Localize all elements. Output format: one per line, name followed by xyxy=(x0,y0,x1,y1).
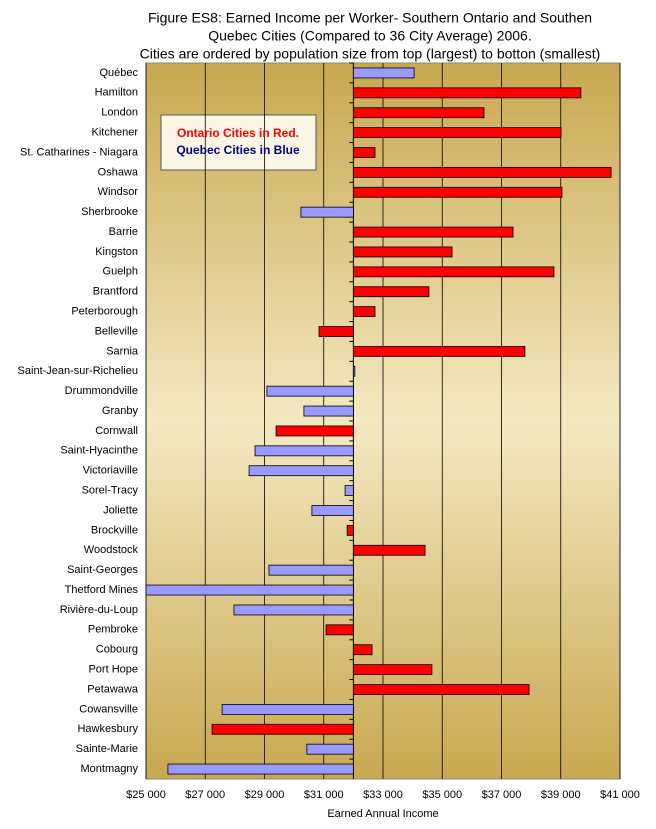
chart-subtitle: Cities are ordered by population size fr… xyxy=(140,46,601,62)
bar xyxy=(306,743,354,755)
y-tick-label: Hamilton xyxy=(95,87,138,99)
bar xyxy=(311,505,354,516)
y-tick-label: Sainte-Marie xyxy=(76,743,138,755)
bar xyxy=(248,465,354,477)
y-tick-label: Kitchener xyxy=(92,127,139,139)
bar xyxy=(268,564,354,576)
y-tick-label: Québec xyxy=(99,67,138,79)
bar xyxy=(352,684,530,695)
legend-box xyxy=(160,114,317,171)
bar xyxy=(352,107,485,119)
bar xyxy=(352,246,453,258)
y-tick-label: Windsor xyxy=(98,186,139,198)
bar xyxy=(254,445,354,457)
legend-entry: Quebec Cities in Blue xyxy=(176,143,300,157)
chart-title: Quebec Cities (Compared to 36 City Avera… xyxy=(208,28,531,44)
y-tick-label: Granby xyxy=(102,405,139,417)
bar xyxy=(352,186,563,198)
y-tick-label: Peterborough xyxy=(71,306,138,318)
bar xyxy=(275,425,354,437)
bar xyxy=(145,584,354,596)
y-tick-label: Montmagny xyxy=(81,763,139,775)
bar xyxy=(352,147,376,158)
bar xyxy=(352,365,356,377)
bar xyxy=(344,485,354,497)
y-tick-label: Woodstock xyxy=(84,544,139,556)
y-tick-label: Cobourg xyxy=(96,644,138,656)
y-tick-label: Drummondville xyxy=(65,385,138,397)
x-tick-label: $37 000 xyxy=(482,789,522,801)
bar xyxy=(352,644,373,656)
y-tick-label: Sarnia xyxy=(106,345,139,357)
x-tick-label: $25 000 xyxy=(126,789,166,801)
bar xyxy=(233,604,354,616)
bar xyxy=(352,345,526,357)
y-tick-label: Hawkesbury xyxy=(77,723,138,735)
x-tick-label: $41 000 xyxy=(600,789,640,801)
y-tick-label: Sherbrooke xyxy=(81,206,138,218)
y-tick-label: Cornwall xyxy=(95,425,138,437)
y-tick-label: Saint-Georges xyxy=(67,564,138,576)
bar xyxy=(167,763,354,775)
x-tick-label: $39 000 xyxy=(541,789,581,801)
bar xyxy=(352,127,562,139)
bar xyxy=(352,226,514,238)
x-axis-label: Earned Annual Income xyxy=(327,808,438,820)
bar xyxy=(266,385,354,397)
y-tick-label: Petawawa xyxy=(87,683,139,695)
bar xyxy=(325,624,354,636)
y-tick-label: Brantford xyxy=(93,286,138,298)
bar xyxy=(352,67,415,79)
y-tick-label: Barrie xyxy=(109,226,138,238)
bar xyxy=(303,405,354,417)
x-tick-label: $29 000 xyxy=(245,789,285,801)
chart-title: Figure ES8: Earned Income per Worker- So… xyxy=(148,10,592,26)
x-tick-label: $31 000 xyxy=(304,789,344,801)
bar xyxy=(346,524,354,536)
y-tick-label: Saint-Hyacinthe xyxy=(60,445,138,457)
legend-entry: Ontario Cities in Red. xyxy=(177,126,299,140)
y-tick-label: Guelph xyxy=(103,266,138,278)
y-tick-label: Brockville xyxy=(91,524,138,536)
bar xyxy=(352,166,612,178)
y-tick-label: St. Catharines - Niagara xyxy=(20,146,139,158)
bar xyxy=(318,326,354,337)
x-tick-label: $33 000 xyxy=(363,789,403,801)
y-tick-label: Pembroke xyxy=(88,624,138,636)
bar xyxy=(300,206,354,218)
bar xyxy=(221,703,354,715)
y-tick-label: Sorel-Tracy xyxy=(82,485,139,497)
bar xyxy=(352,664,433,676)
y-tick-label: Rivière-du-Loup xyxy=(60,604,138,616)
bar xyxy=(352,87,582,99)
y-tick-label: Oshawa xyxy=(98,166,139,178)
y-tick-label: Port Hope xyxy=(88,664,138,676)
y-tick-label: Joliette xyxy=(103,504,138,516)
y-tick-label: Victoriaville xyxy=(83,465,138,477)
bar xyxy=(211,723,354,735)
x-tick-label: $35 000 xyxy=(422,789,462,801)
y-tick-label: Cowansville xyxy=(79,703,138,715)
bar xyxy=(352,266,555,278)
y-tick-label: Thetford Mines xyxy=(65,584,139,596)
y-tick-label: Saint-Jean-sur-Richelieu xyxy=(18,365,138,377)
y-tick-label: Belleville xyxy=(95,325,138,337)
y-tick-label: Kingston xyxy=(95,246,138,258)
y-tick-label: London xyxy=(101,107,138,119)
bar xyxy=(352,306,376,318)
bar xyxy=(352,286,430,298)
x-tick-label: $27 000 xyxy=(185,789,225,801)
bar xyxy=(352,544,426,556)
